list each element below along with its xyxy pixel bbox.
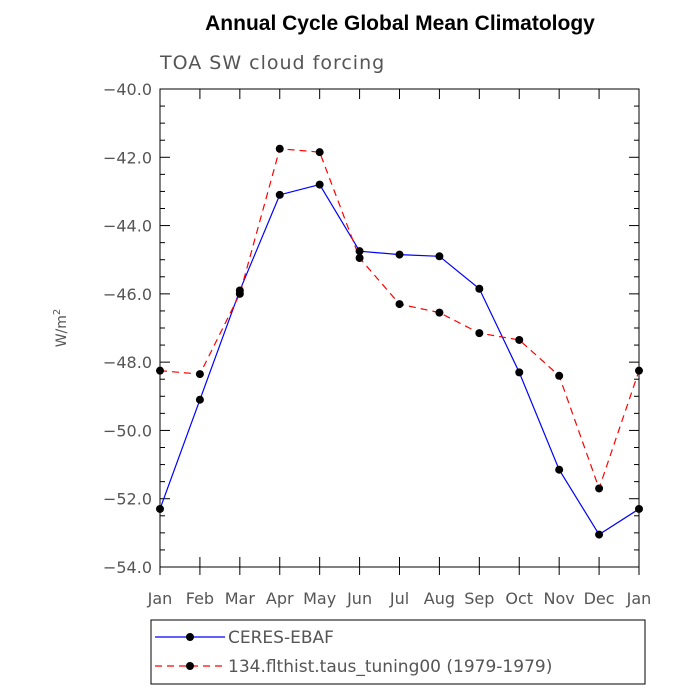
y-axis-label: W/m2	[52, 309, 70, 348]
series-group	[156, 144, 643, 539]
legend-label-ceres: CERES-EBAF	[228, 628, 334, 648]
plot-frame	[159, 88, 640, 568]
y-tick-label: −50.0	[103, 421, 152, 440]
data-point-s0-5	[355, 247, 364, 256]
x-tick-label: Jun	[346, 589, 372, 608]
y-tick-label: −44.0	[103, 217, 152, 236]
data-point-s1-2	[235, 289, 244, 298]
x-tick-label: Oct	[505, 589, 533, 608]
data-point-s0-7	[435, 252, 444, 261]
x-tick-label: Feb	[186, 589, 214, 608]
data-point-s0-1	[195, 395, 204, 404]
legend: CERES-EBAF 134.flthist.taus_tuning00 (19…	[150, 619, 646, 685]
series-line-0	[159, 183, 640, 536]
y-tick-label: −46.0	[103, 285, 152, 304]
legend-marker-ceres	[186, 633, 194, 641]
x-tick-label: Jan	[147, 589, 173, 608]
data-point-s1-4	[315, 148, 324, 157]
y-tick-label: −52.0	[103, 490, 152, 509]
data-point-s0-4	[315, 180, 324, 189]
y-tick-label: −48.0	[103, 353, 152, 372]
x-tick-label: Aug	[424, 589, 455, 608]
data-point-s0-9	[515, 368, 524, 377]
x-tick-label: Sep	[464, 589, 494, 608]
data-point-s1-7	[435, 308, 444, 317]
x-tick-label: Dec	[584, 589, 615, 608]
y-tick-label: −54.0	[103, 558, 152, 577]
data-point-s1-3	[275, 144, 284, 153]
data-point-s1-5	[355, 254, 364, 263]
x-tick-label: May	[303, 589, 336, 608]
axes: −40.0 −42.0 −44.0 −46.0 −48.0 −50.0 −52.0 −54.0…	[103, 80, 651, 608]
x-tick-label: Mar	[225, 589, 256, 608]
series-line-1	[159, 148, 640, 491]
data-point-s1-1	[195, 370, 204, 379]
x-tick-label: Jan	[626, 589, 652, 608]
chart-subtitle: TOA SW cloud forcing	[159, 52, 385, 74]
y-tick-label: −40.0	[103, 80, 152, 99]
legend-label-model: 134.flthist.taus_tuning00 (1979-1979)	[228, 657, 552, 677]
x-tick-label: Nov	[544, 589, 575, 608]
legend-box	[150, 619, 646, 685]
data-point-s1-11	[595, 484, 604, 493]
data-point-s0-10	[555, 465, 564, 474]
legend-marker-model	[186, 662, 194, 670]
data-point-s0-3	[275, 190, 284, 199]
y-tick-label: −42.0	[103, 148, 152, 167]
data-point-s0-11	[595, 530, 604, 539]
data-point-s1-10	[555, 371, 564, 380]
data-point-s1-8	[475, 329, 484, 338]
data-point-s0-6	[395, 250, 404, 259]
x-tick-label: Jul	[389, 589, 409, 608]
data-point-s0-8	[475, 284, 484, 293]
y-axis-label-sup: 2	[52, 309, 63, 315]
chart-title: Annual Cycle Global Mean Climatology	[205, 12, 595, 35]
data-point-s1-6	[395, 300, 404, 309]
x-tick-label: Apr	[266, 589, 294, 608]
data-point-s1-9	[515, 335, 524, 344]
